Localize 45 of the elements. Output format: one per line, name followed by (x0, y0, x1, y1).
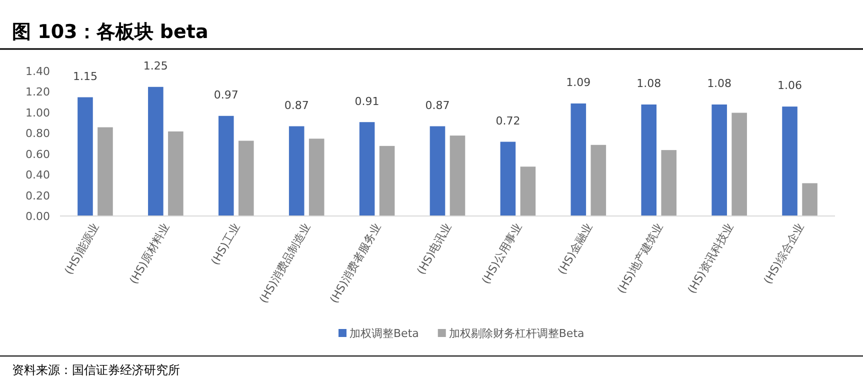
bar (500, 141, 516, 216)
data-label: 1.09 (566, 76, 591, 90)
bar (449, 134, 466, 216)
bar (358, 121, 376, 216)
data-label: 0.97 (214, 88, 238, 102)
chart-title: 图 103：各板块 beta (12, 21, 208, 43)
bar (590, 144, 607, 216)
bar (218, 115, 234, 216)
bar (520, 166, 536, 216)
bar (76, 96, 94, 216)
data-label: 1.08 (636, 77, 662, 90)
data-label: 0.91 (354, 94, 380, 108)
legend-label: 加权调整Beta (350, 327, 419, 340)
legend-label: 加权剔除财务杠杆调整Beta (448, 327, 584, 340)
y-tick-label: 0.00 (26, 210, 50, 223)
y-tick-label: 0.40 (26, 168, 50, 182)
bar (660, 149, 678, 216)
data-label: 1.25 (143, 60, 168, 73)
bar (288, 126, 305, 216)
bar (640, 104, 658, 216)
bar (801, 182, 818, 216)
bar (781, 106, 798, 216)
y-tick-label: 1.20 (26, 86, 50, 99)
y-tick-label: 0.20 (26, 189, 50, 202)
bar (429, 126, 446, 216)
data-label: 1.06 (778, 79, 802, 92)
bar (96, 126, 114, 216)
data-label: 0.87 (284, 98, 309, 112)
y-tick-label: 1.40 (26, 65, 50, 78)
y-tick-label: 0.60 (26, 148, 50, 161)
text: 资料来源：国信证券经济研究所 (12, 363, 180, 377)
data-label: 1.15 (72, 70, 98, 83)
y-tick-label: 0.80 (26, 127, 50, 140)
bar (570, 102, 587, 216)
bar (238, 140, 254, 216)
bar (730, 112, 748, 216)
data-label: 0.87 (425, 98, 450, 112)
bar (147, 86, 164, 216)
bar (167, 130, 184, 216)
bar (710, 104, 728, 216)
bar (308, 138, 325, 216)
data-label: 1.08 (707, 77, 732, 90)
bar (378, 145, 396, 216)
data-label: 0.72 (496, 114, 520, 128)
y-tick-label: 1.00 (26, 106, 50, 120)
